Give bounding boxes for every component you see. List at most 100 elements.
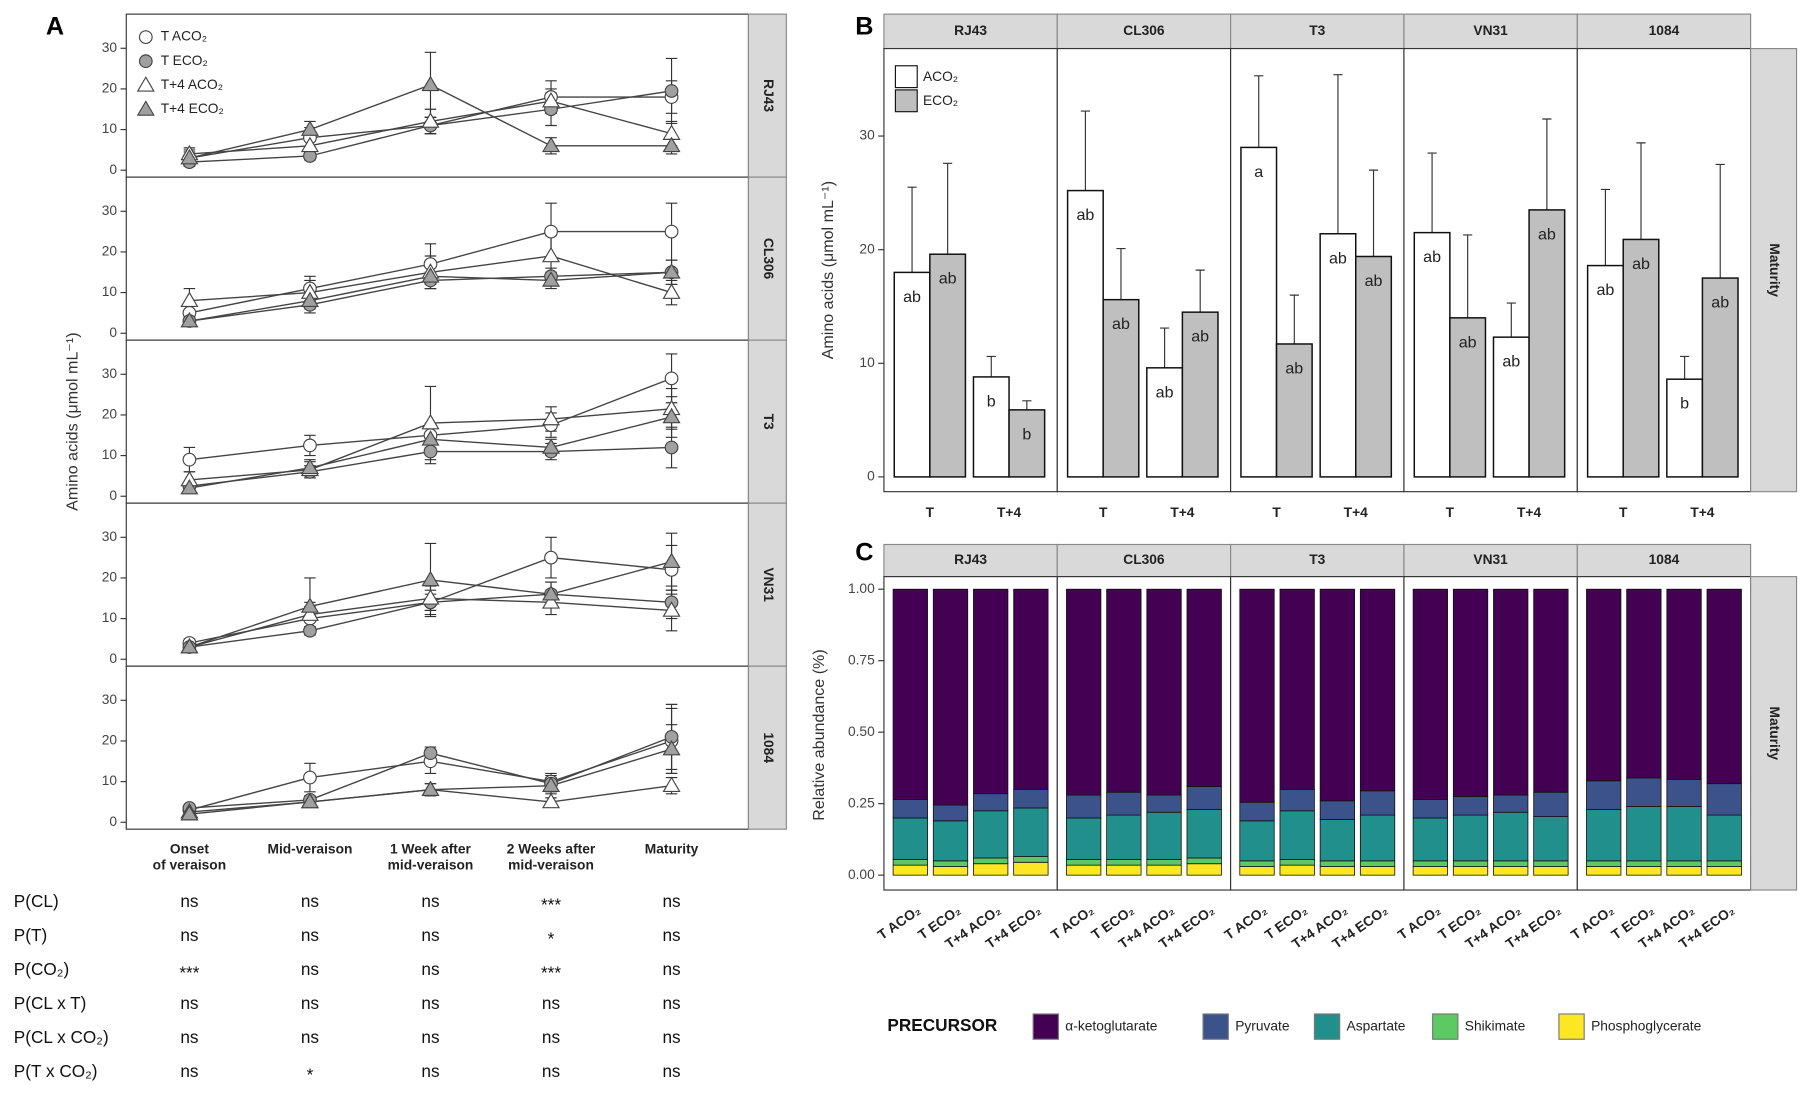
facet-label: CL306 (1123, 552, 1165, 567)
bar-segment (1493, 588, 1529, 796)
bar-letter: ab (1076, 206, 1094, 224)
facet-strip (747, 339, 787, 504)
x-tick-label: T (926, 505, 935, 520)
bar-segment (1359, 588, 1396, 792)
legend-swatch (1558, 1013, 1585, 1040)
bar-letter: ab (1502, 353, 1520, 371)
error-bar (1715, 163, 1725, 279)
bar-letter: b (1680, 395, 1689, 413)
panel-label: C (855, 538, 873, 566)
point (421, 589, 440, 605)
y-tick-label: 0 (109, 325, 117, 340)
y-tick-label: 10 (102, 284, 118, 299)
bar (972, 376, 1010, 478)
bar-segment (1146, 811, 1182, 860)
y-tick-label: 10 (102, 610, 118, 625)
point (541, 438, 561, 454)
error-bar (1680, 355, 1690, 380)
point (180, 637, 199, 654)
bar-segment (1626, 588, 1662, 779)
legend-swatch (894, 89, 918, 113)
y-axis-label: Amino acids (μmol mL⁻¹) (64, 332, 82, 510)
bar (1413, 231, 1451, 478)
y-tick-label: 0.00 (848, 867, 875, 882)
bar (929, 253, 967, 478)
stat-cell: ns (301, 1027, 319, 1047)
point (303, 623, 317, 638)
point (421, 112, 440, 128)
x-tick-label: Maturity (645, 841, 699, 856)
bar-segment (1239, 866, 1275, 876)
stat-cell: *** (541, 963, 561, 983)
bar-segment (1066, 588, 1102, 796)
bar (1449, 317, 1487, 478)
bar-letter: ab (1538, 225, 1556, 243)
point (662, 552, 681, 569)
y-tick-label: 0.25 (848, 795, 875, 810)
side-strip (1750, 47, 1798, 493)
bar-segment (1533, 860, 1569, 867)
y-tick-label: 10 (102, 121, 118, 136)
bar-segment (1452, 866, 1489, 876)
stat-cell: ns (542, 1061, 560, 1081)
bar-letter: b (1022, 425, 1031, 443)
x-tick-label: mid-veraison (508, 858, 594, 873)
bar-letter: ab (1459, 333, 1477, 351)
point (180, 804, 199, 821)
bar-segment (1146, 794, 1182, 813)
bar (1146, 367, 1184, 478)
y-tick-label: 30 (102, 366, 118, 381)
side-strip-label: Maturity (1767, 243, 1782, 297)
x-tick-label: 1 Week after (390, 841, 471, 856)
point (300, 291, 319, 308)
point (541, 776, 561, 792)
bar-segment (1359, 790, 1396, 816)
point (180, 478, 199, 495)
bar-segment (1186, 786, 1222, 810)
bar-segment (1586, 588, 1622, 782)
bar-segment (1586, 866, 1622, 876)
bar-segment (1186, 863, 1222, 876)
y-tick-label: 20 (102, 570, 118, 585)
legend-label: α-ketoglutarate (1065, 1018, 1157, 1033)
bar-letter: ab (1711, 294, 1729, 312)
facet-strip (1230, 13, 1405, 50)
bar (1240, 146, 1278, 478)
facet-label: RJ43 (761, 79, 776, 112)
bar-segment (1186, 808, 1222, 859)
bar-segment (1412, 798, 1448, 819)
y-tick-label: 1.00 (848, 581, 875, 596)
legend-swatch (1032, 1013, 1059, 1040)
legend-label: T ECO₂ (161, 53, 208, 68)
panel-label: B (855, 13, 873, 41)
point (180, 311, 199, 328)
y-tick-label: 10 (859, 355, 875, 370)
facet-label: RJ43 (954, 23, 987, 38)
bar-segment (1706, 860, 1742, 867)
y-tick-label: 30 (102, 529, 118, 544)
x-tick-label: T ACO₂ (1395, 903, 1443, 943)
facet-strip (1403, 543, 1578, 578)
point (662, 136, 681, 153)
stat-cell: ns (542, 1027, 560, 1047)
facet-strip (1576, 13, 1752, 50)
point (544, 550, 558, 565)
bar-segment (1586, 780, 1622, 810)
facet-label: 1084 (1649, 552, 1680, 567)
point (662, 263, 681, 279)
bar-segment (1533, 588, 1569, 793)
point (662, 739, 681, 756)
stat-cell: ns (421, 891, 439, 911)
bar (1319, 233, 1357, 478)
legend-marker (138, 54, 153, 69)
legend-title: PRECURSOR (887, 1015, 997, 1035)
bar-segment (1666, 588, 1702, 780)
error-bar (1506, 302, 1516, 338)
facet-label: VN31 (1473, 23, 1508, 38)
x-tick-label: T+4 (1170, 505, 1194, 520)
facet-label: T3 (761, 414, 776, 430)
facet-label: T3 (1309, 552, 1325, 567)
bar-segment (1359, 814, 1396, 862)
stat-cell: ns (662, 993, 680, 1013)
stat-cell: * (548, 929, 555, 949)
